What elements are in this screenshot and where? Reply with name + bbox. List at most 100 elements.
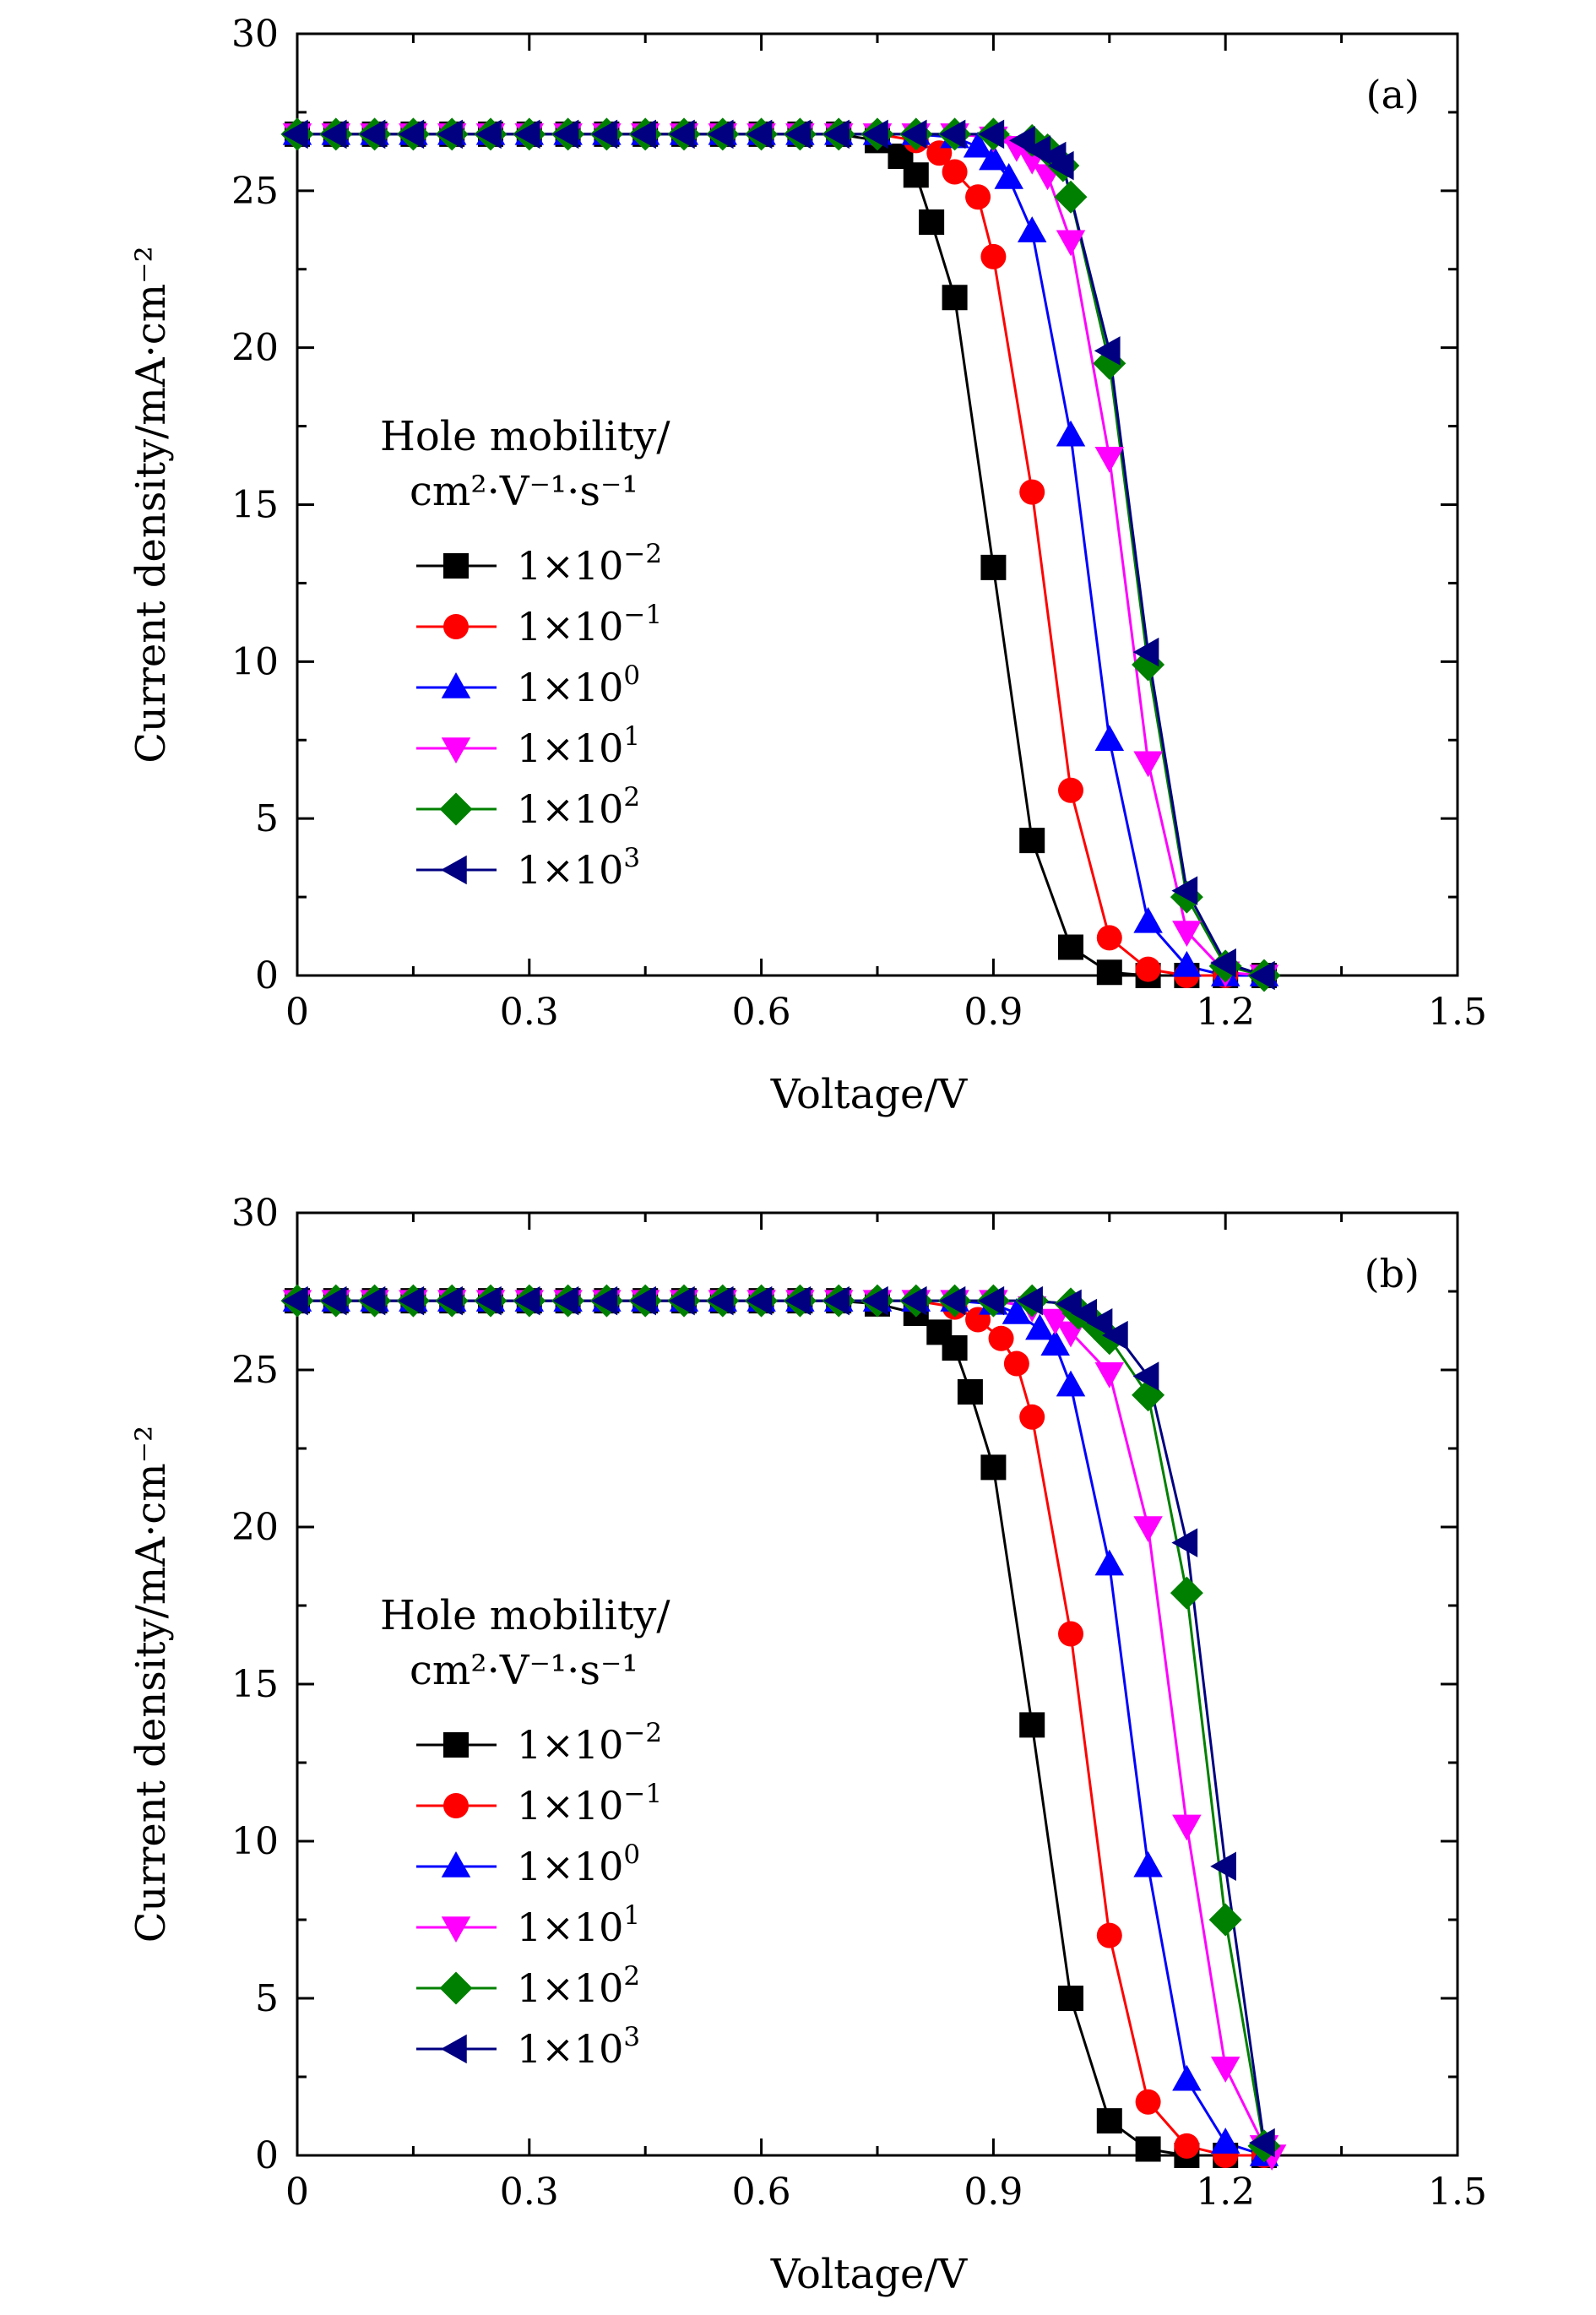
y-tick-label: 10: [231, 640, 279, 683]
x-tick-label: 0.6: [732, 991, 791, 1034]
data-point: [823, 1285, 850, 1316]
x-tick-label: 0.6: [732, 2171, 791, 2214]
legend-exponent: 1: [623, 1900, 640, 1931]
legend-label: 1×10−1: [517, 1779, 662, 1829]
data-point: [1135, 2136, 1161, 2162]
series-3: [297, 1299, 1273, 2156]
data-point: [1056, 1370, 1086, 1397]
series-5: [297, 1299, 1266, 2144]
legend-marker: [443, 1793, 469, 1818]
chart-panel-a: 0 0.3 0.6 0.9 1.2 1.5051015202530Voltage/VCur…: [128, 13, 1487, 1118]
data-point: [979, 144, 1008, 171]
legend-exponent: 0: [623, 660, 640, 691]
data-point: [1132, 637, 1159, 667]
legend-label: 1×100: [517, 1840, 640, 1889]
data-point: [823, 119, 850, 149]
series-line: [297, 133, 1264, 977]
series-line: [297, 133, 1264, 977]
legend: Hole mobility/cm²·V⁻¹·s⁻¹1×10−21×10−11×1…: [380, 413, 670, 893]
data-point: [1101, 1320, 1128, 1350]
data-point: [1040, 1308, 1070, 1335]
series-line: [297, 1299, 1265, 2157]
data-point: [1170, 1576, 1203, 1610]
legend-title: Hole mobility/: [380, 1592, 670, 1639]
legend-mantissa: 1×10: [517, 1783, 623, 1829]
legend-exponent: −1: [623, 1779, 662, 1809]
legend-exponent: 2: [623, 782, 640, 812]
data-point: [1210, 1851, 1236, 1882]
data-point: [1133, 1516, 1163, 1542]
series-2: [297, 133, 1264, 977]
data-point: [988, 1325, 1014, 1351]
legend-exponent: −2: [623, 539, 662, 569]
data-point: [1210, 2057, 1240, 2083]
data-point: [591, 1285, 618, 1316]
data-point: [1210, 948, 1236, 978]
x-tick-label: 0.3: [500, 991, 559, 1034]
chart-panel-b: 0 0.3 0.6 0.9 1.2 1.5051015202530Voltage/VCur…: [128, 1192, 1487, 2298]
data-point: [942, 1334, 968, 1361]
data-point: [1094, 725, 1125, 751]
data-point: [1017, 216, 1047, 242]
data-point: [1171, 876, 1198, 905]
data-point: [1135, 2089, 1161, 2115]
data-point: [1133, 1850, 1163, 1878]
legend-marker: [441, 737, 471, 764]
data-point: [1086, 1307, 1113, 1338]
data-point: [359, 1285, 386, 1316]
data-point: [862, 1285, 888, 1316]
data-point: [320, 1285, 347, 1316]
series-line: [297, 133, 1265, 977]
series-5-markers: [282, 119, 1275, 991]
series-line: [297, 1299, 1264, 2157]
data-point: [1135, 956, 1161, 982]
series-0-markers: [285, 1288, 1277, 2168]
legend-marker: [439, 1971, 473, 2005]
panel-label: (b): [1365, 1251, 1420, 1296]
legend-entry: 1×100: [416, 1840, 640, 1889]
legend-label: 1×10−1: [517, 600, 662, 649]
data-point: [1002, 1298, 1032, 1324]
legend-marker: [439, 792, 473, 826]
y-tick-label: 30: [231, 13, 279, 56]
series-4-markers: [280, 117, 1281, 992]
y-tick-label: 30: [231, 1192, 279, 1235]
legend-entry: 1×102: [416, 782, 640, 832]
data-point: [1094, 1361, 1125, 1388]
data-point: [980, 243, 1007, 269]
data-point: [475, 119, 502, 149]
legend-mantissa: 1×10: [517, 1844, 623, 1889]
data-point: [1133, 751, 1163, 778]
series-line: [297, 133, 1265, 977]
legend-label: 1×103: [517, 2022, 640, 2072]
series-4: [297, 1299, 1266, 2147]
y-tick-label: 0: [255, 954, 279, 997]
y-tick-label: 5: [255, 797, 279, 840]
data-point: [1058, 934, 1083, 960]
data-point: [320, 119, 347, 149]
data-point: [1171, 1528, 1198, 1557]
legend-exponent: −1: [623, 600, 662, 630]
data-point: [437, 1285, 463, 1316]
legend-entry: 1×101: [416, 1900, 640, 1950]
legend-entry: 1×10−2: [416, 1718, 662, 1768]
data-point: [862, 119, 888, 149]
series-4: [297, 133, 1265, 977]
legend-mantissa: 1×10: [517, 1905, 623, 1950]
legend-label: 1×103: [517, 843, 640, 893]
legend-label: 1×10−2: [517, 539, 662, 589]
legend-mantissa: 1×10: [517, 1722, 623, 1768]
x-tick-label: 0.3: [500, 2171, 559, 2214]
data-point: [552, 1285, 579, 1316]
legend-exponent: 3: [623, 843, 640, 873]
y-tick-label: 0: [255, 2134, 279, 2177]
data-point: [630, 119, 656, 149]
series-line: [297, 133, 1264, 977]
x-tick-label: 0.9: [964, 991, 1023, 1034]
series-1: [297, 1299, 1264, 2157]
x-tick-label: 0: [285, 2171, 309, 2214]
x-tick-label: 1.2: [1196, 2171, 1255, 2214]
data-point: [980, 1454, 1007, 1481]
data-point: [398, 119, 425, 149]
x-tick-label: 1.2: [1196, 991, 1255, 1034]
